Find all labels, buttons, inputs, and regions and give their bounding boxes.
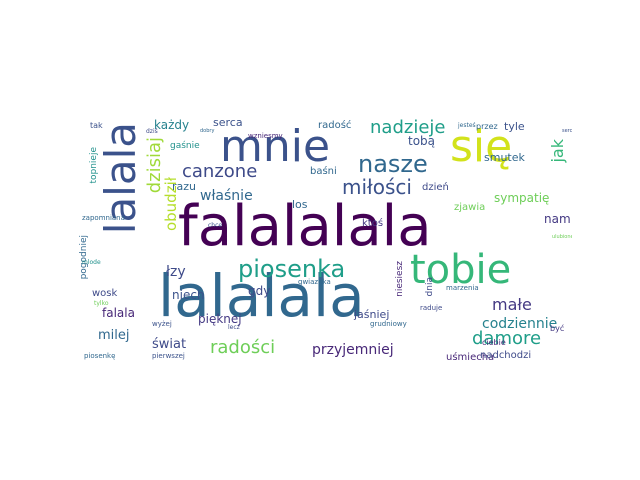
word: wyżej [152,320,172,328]
word: nam [544,212,571,226]
word-cloud: falalalala lalalala mnie się lalala tobi… [78,117,572,365]
word: raduje [420,304,443,312]
word: gaśnie [170,141,200,151]
word: nasze [358,150,428,178]
word: piosenkę [84,352,116,360]
word: przez [476,122,498,131]
word: mnie [220,121,331,172]
word: sympatię [494,191,550,205]
word: wosk [92,288,118,299]
word: tylko [94,300,109,307]
word: zapomniana [82,214,125,222]
word: gwiazdka [298,278,331,286]
word: jesteś [458,122,476,129]
word: zjawia [454,202,486,213]
word: falala [102,306,135,320]
word: dziś [146,128,158,135]
word: ktoś [362,218,384,229]
word: serce [562,128,572,134]
word: gdy [248,284,271,298]
word: pięknej [198,312,242,326]
word: tyle [504,120,525,133]
word: marzenia [446,284,479,292]
word: canzone [182,161,258,182]
word: baśni [310,166,337,177]
word: topnieje [89,147,99,184]
word: niesiesz [395,261,405,297]
word: codziennie [482,316,558,332]
word: łzy [166,264,186,280]
word: dnia [425,277,435,297]
word: pogodniej [79,235,89,280]
word: właśnie [200,188,253,204]
word: tobie [410,247,512,293]
word: grudniowy [370,320,407,328]
word: radości [210,337,276,358]
word: dzień [422,182,449,193]
word: się [450,121,513,172]
word: być [550,324,565,333]
word: piosenka [238,255,346,283]
word: falalalala [178,194,432,259]
word: wzniesmy [248,132,283,140]
word: uśmiecha [446,352,495,363]
word: pierwszej [152,352,185,360]
word: miłości [342,175,412,199]
word: nadzieje [370,117,446,138]
word: chce [208,222,223,229]
word: tak [90,121,103,130]
word: lecz [228,324,240,331]
word: ulubione [552,234,572,240]
word: serca [213,117,243,129]
word: mlode [82,259,101,266]
word: każdy [154,118,190,132]
word: jak [548,139,567,163]
word: świat [152,337,187,352]
word: tobą [408,134,436,148]
word: przyjemniej [312,342,394,358]
word: radość [318,120,352,131]
word: los [292,198,308,211]
word: małe [492,295,532,314]
word: damore [472,328,542,349]
word: milej [98,328,130,343]
word: razu [172,180,197,193]
word: nadchodzi [480,350,532,361]
word: dobry [200,128,215,134]
word: niech [172,288,205,302]
word: ciebie [482,338,506,347]
word: lalalala [158,262,365,330]
word: jaśniej [354,308,390,321]
word: smutek [484,151,525,164]
